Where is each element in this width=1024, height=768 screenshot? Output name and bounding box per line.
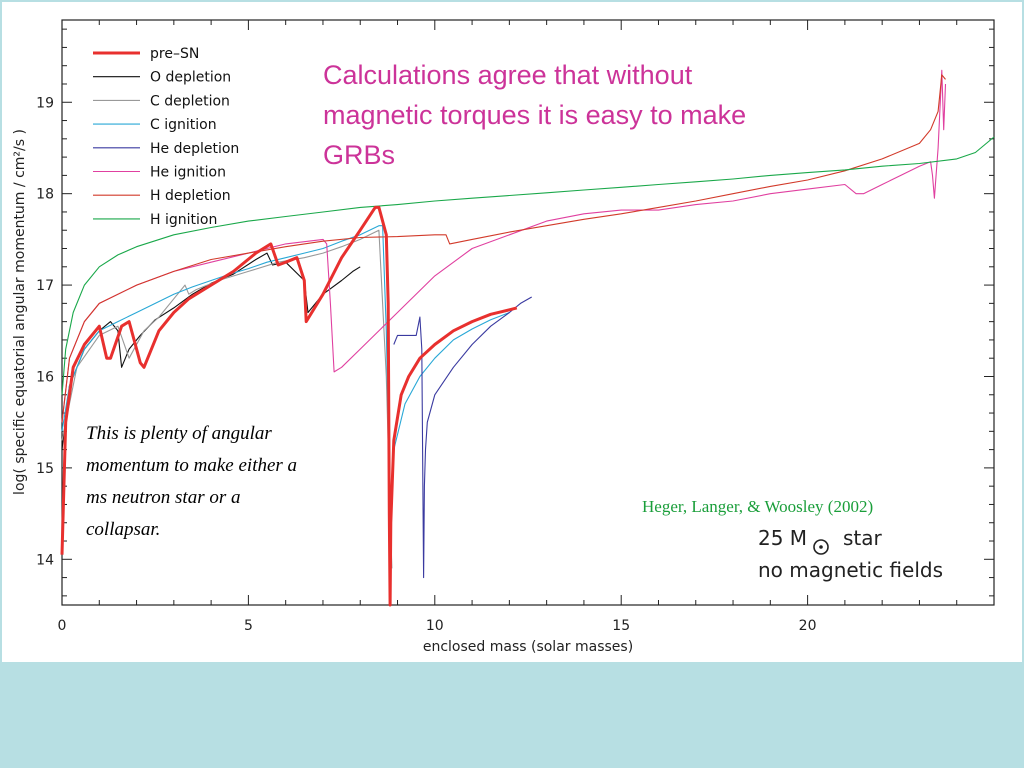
x-tick-label: 15 bbox=[612, 618, 630, 634]
x-tick-label: 0 bbox=[58, 618, 67, 634]
series-line-h-depletion bbox=[61, 74, 946, 423]
y-tick-label: 18 bbox=[36, 187, 54, 203]
x-tick-label: 10 bbox=[426, 618, 444, 634]
legend-entry-label: H depletion bbox=[150, 188, 231, 204]
credit: Heger, Langer, & Woosley (2002) bbox=[642, 497, 873, 516]
series-line-he-depletion bbox=[393, 296, 532, 579]
y-tick-label: 17 bbox=[36, 278, 54, 294]
legend-entry-label: C depletion bbox=[150, 93, 230, 109]
y-tick-label: 15 bbox=[36, 461, 54, 477]
y-tick-label: 19 bbox=[36, 95, 54, 111]
no-magnetic-fields-label: no magnetic fields bbox=[758, 558, 943, 582]
y-axis-label: log( specific equatorial angular momentu… bbox=[12, 129, 28, 495]
note-line-1: This is plenty of angular bbox=[86, 423, 272, 444]
legend-entry-label: pre–SN bbox=[150, 46, 199, 62]
legend-entry-label: He depletion bbox=[150, 141, 239, 157]
legend-entry-label: H ignition bbox=[150, 212, 217, 228]
plot-frame bbox=[61, 19, 995, 606]
note-line-4: collapsar. bbox=[86, 519, 160, 540]
sun-symbol-icon bbox=[813, 539, 829, 555]
y-tick-label: 14 bbox=[36, 552, 54, 568]
legend: pre–SN O depletion C depletion C ignition He… bbox=[93, 46, 239, 228]
legend-entry-label: C ignition bbox=[150, 117, 217, 133]
series-line-pre-sn bbox=[60, 205, 518, 607]
series-line-c-depletion bbox=[61, 229, 393, 569]
star-mass-label: 25 M bbox=[758, 526, 807, 550]
legend-entry-label: O depletion bbox=[150, 70, 231, 86]
headline-line-1: Calculations agree that without bbox=[323, 60, 693, 90]
x-axis-label: enclosed mass (solar masses) bbox=[423, 639, 633, 655]
bottom-band bbox=[0, 662, 1024, 768]
series-line-h-ignition bbox=[61, 136, 995, 395]
note: This is plenty of angular momentum to ma… bbox=[86, 423, 297, 540]
note-line-3: ms neutron star or a bbox=[86, 487, 240, 508]
series-layer bbox=[60, 69, 995, 607]
figure-panel bbox=[2, 2, 1022, 662]
star-word-label: star bbox=[843, 526, 883, 550]
headline: Calculations agree that without magnetic… bbox=[323, 60, 746, 170]
x-tick-label: 20 bbox=[799, 618, 817, 634]
note-line-2: momentum to make either a bbox=[86, 455, 297, 476]
axis-ticks: 0 5 10 15 20 14 15 16 17 18 19 bbox=[36, 20, 995, 634]
x-tick-label: 5 bbox=[244, 618, 253, 634]
series-line-o-depletion bbox=[61, 252, 361, 450]
star-label: 25 M star no magnetic fields bbox=[758, 526, 943, 582]
headline-line-3: GRBs bbox=[323, 140, 395, 170]
headline-line-2: magnetic torques it is easy to make bbox=[323, 100, 746, 130]
series-line-he-ignition bbox=[61, 69, 947, 423]
series-line-c-ignition bbox=[61, 225, 510, 579]
y-tick-label: 16 bbox=[36, 369, 54, 385]
legend-entry-label: He ignition bbox=[150, 165, 226, 181]
